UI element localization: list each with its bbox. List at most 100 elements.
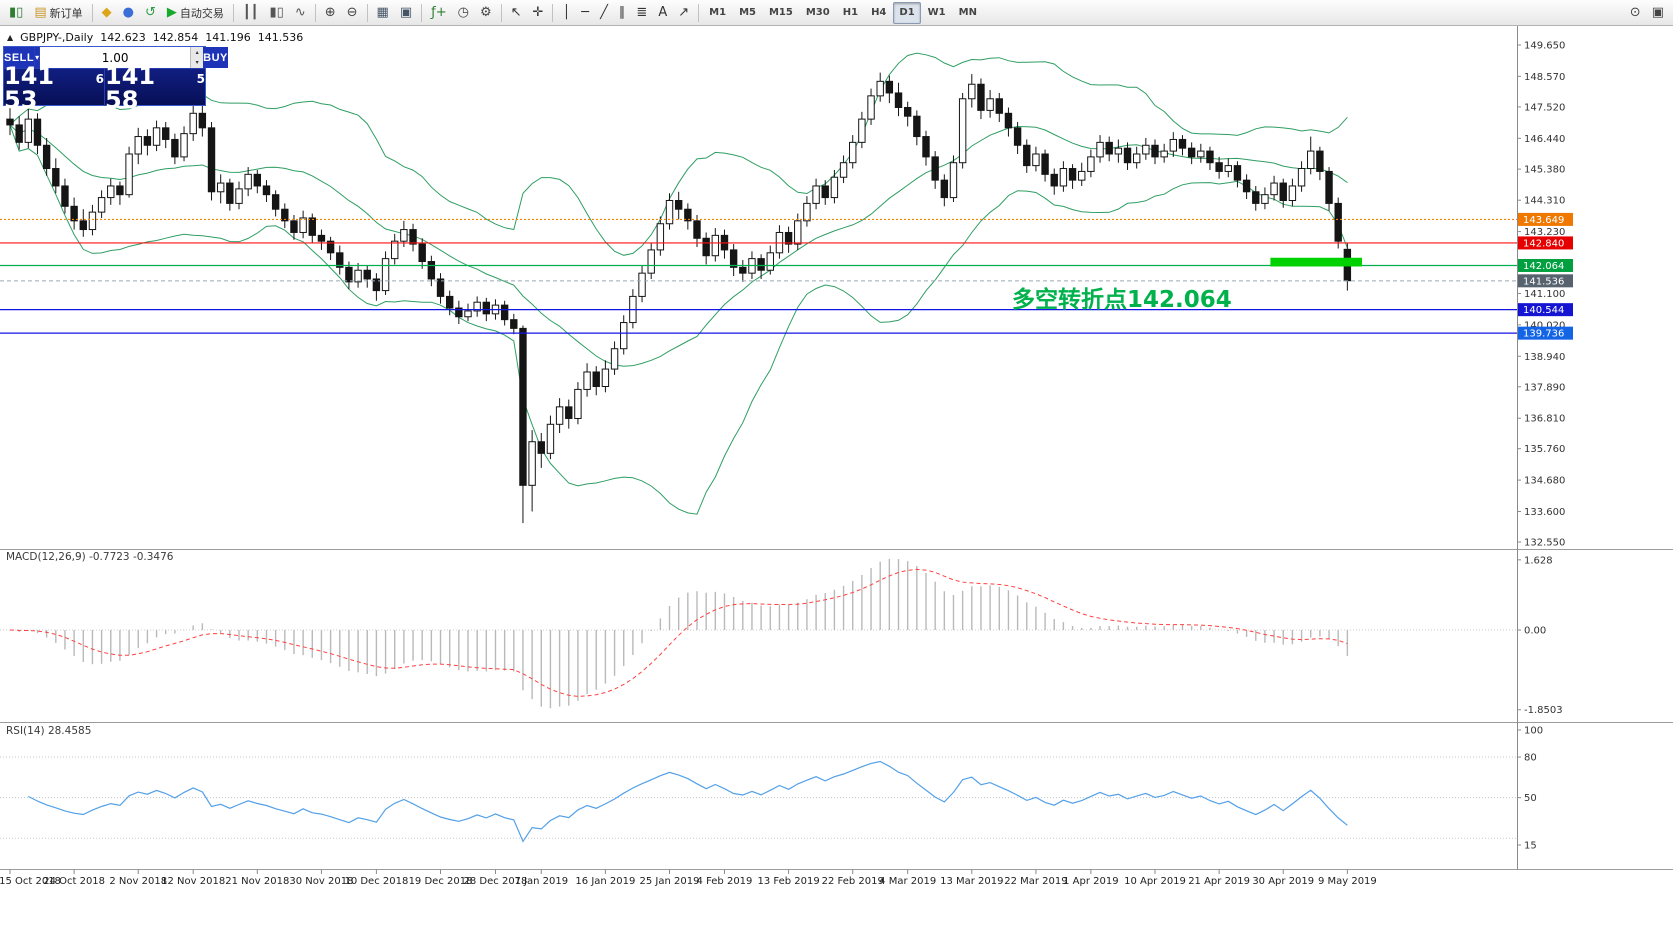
svg-text:139.736: 139.736 [1523,329,1564,340]
auto-arrange-button[interactable]: ▦ [372,2,394,24]
svg-text:134.680: 134.680 [1524,476,1565,487]
chart-collapse-icon[interactable]: ▲ [7,33,14,42]
channel-button[interactable]: ∥ [614,2,631,24]
indicators-icon: ƒ+ [431,5,447,20]
line-chart-button[interactable]: ∿ [290,2,311,24]
new-order-icon: ▤ [34,5,47,20]
trendline-icon: ╱ [600,5,608,20]
fibonacci-button[interactable]: ≣ [631,2,652,24]
svg-text:15: 15 [1524,840,1537,851]
macd-pane: 1.628 0.00 -1.8503 [0,555,1563,716]
rsi-label: RSI(14) 28.4585 [6,725,92,737]
expert-advisors-button[interactable]: ◆ [97,2,117,24]
svg-text:146.440: 146.440 [1524,134,1565,145]
cursor-button[interactable]: ↖ [506,2,527,24]
volume-up-button[interactable]: ▴ [195,49,199,56]
chart-symbol-info: ▲ GBPJPY-,Daily 142.623 142.854 141.196 … [7,31,303,44]
timeframe-h4-label: H4 [871,7,887,18]
horizontal-line-icon: ─ [581,5,590,20]
bar-chart-button[interactable]: ┃┃ [238,2,264,24]
zoom-in-button[interactable]: ⊕ [320,2,341,24]
volume-input[interactable] [40,47,191,68]
svg-text:24 Oct 2018: 24 Oct 2018 [43,876,105,887]
tile-windows-icon: ▣ [399,5,413,20]
templates-button[interactable]: ⚙ [475,2,497,24]
one-click-trading-panel: SELL ▾ ▴ ▾ BUY 141 53 6 141 58 5 [3,46,228,112]
refresh-icon: ↺ [144,5,156,20]
svg-text:143.230: 143.230 [1524,227,1565,238]
crosshair-button[interactable]: ✛ [528,2,549,24]
trendline-button[interactable]: ╱ [595,2,613,24]
timeframe-h4[interactable]: H4 [865,2,892,24]
refresh-button[interactable]: ↺ [140,2,161,24]
timeframe-m1[interactable]: M1 [703,2,732,24]
svg-text:142.064: 142.064 [1523,261,1564,272]
indicators-button[interactable]: ƒ+ [426,2,451,24]
zoom-out-button[interactable]: ⊖ [342,2,363,24]
svg-text:1 Apr 2019: 1 Apr 2019 [1063,876,1118,887]
search-button[interactable]: ⊙ [1625,2,1646,24]
buy-price-sup: 5 [196,72,205,86]
pivot-annotation[interactable]: 多空转折点142.064 [1012,287,1232,313]
arrows-tool-icon: ↗ [678,5,690,20]
price-axis[interactable]: 149.650 148.570 147.520 146.440 145.380 144.3… [1517,41,1565,549]
svg-text:0.00: 0.00 [1524,626,1546,637]
ohlc-high: 142.854 [152,31,199,44]
chevron-down-icon: ▾ [35,53,40,62]
toolbar-separator [552,3,554,22]
svg-text:140.544: 140.544 [1523,305,1564,316]
horizontal-line-button[interactable]: ─ [576,2,594,24]
new-order-button[interactable]: ▤ 新订单 [29,2,87,24]
auto-arrange-icon: ▦ [376,5,389,20]
tile-windows-button[interactable]: ▣ [395,2,417,24]
sell-button[interactable]: SELL [4,47,35,68]
timeframe-m30[interactable]: M30 [800,2,836,24]
help-button[interactable]: ▣ [1647,2,1669,24]
sell-price-sup: 6 [95,72,104,86]
pane-separators [0,26,1673,870]
svg-text:144.310: 144.310 [1524,196,1565,207]
timeframe-mn-label: MN [958,7,977,18]
timeframe-h1[interactable]: H1 [837,2,864,24]
svg-text:22 Feb 2019: 22 Feb 2019 [822,876,884,887]
candlestick-chart-button[interactable]: ▮▯ [265,2,289,24]
periods-button[interactable]: ◷ [453,2,474,24]
timeframe-m1-label: M1 [709,7,727,18]
profiles-icon: ● [122,5,134,20]
periods-icon: ◷ [457,5,469,20]
text-tool-button[interactable]: A [653,2,672,24]
price-tags: 143.649 142.840 142.064 140.544 139.736 141.5… [1518,212,1573,340]
timeframe-h1-label: H1 [842,7,859,18]
volume-down-button[interactable]: ▾ [195,60,199,67]
svg-text:30 Nov 2018: 30 Nov 2018 [289,876,353,887]
sell-price[interactable]: 141 53 6 [4,64,104,112]
timeframe-m5[interactable]: M5 [733,2,762,24]
profiles-button[interactable]: ● [118,2,139,24]
sell-price-main: 141 53 [4,61,55,114]
horizontal-levels [0,218,1517,334]
order-type-dropdown[interactable]: ▾ [34,47,41,68]
search-icon: ⊙ [1629,5,1641,20]
buy-button[interactable]: BUY [203,47,228,68]
timeframe-w1[interactable]: W1 [922,2,952,24]
vertical-line-button[interactable]: │ [557,2,575,24]
timeframe-m15[interactable]: M15 [763,2,799,24]
svg-text:4 Feb 2019: 4 Feb 2019 [697,876,753,887]
timeframe-d1[interactable]: D1 [893,1,921,24]
svg-text:138.940: 138.940 [1524,352,1565,363]
templates-icon: ⚙ [479,5,492,20]
autotrading-button[interactable]: ▶ 自动交易 [162,2,229,24]
timeframe-mn[interactable]: MN [953,2,983,24]
new-chart-button[interactable]: ▮▯ [4,2,28,24]
arrows-tool-button[interactable]: ↗ [673,2,694,24]
bar-chart-icon: ┃┃ [242,5,259,20]
buy-price[interactable]: 141 58 5 [105,64,205,112]
svg-text:10 Dec 2018: 10 Dec 2018 [344,876,408,887]
help-icon: ▣ [1651,5,1664,20]
toolbar-separator [698,3,700,22]
line-chart-icon: ∿ [294,5,306,20]
pivot-highlight-bar[interactable] [1270,257,1363,267]
svg-text:136.810: 136.810 [1524,414,1565,425]
